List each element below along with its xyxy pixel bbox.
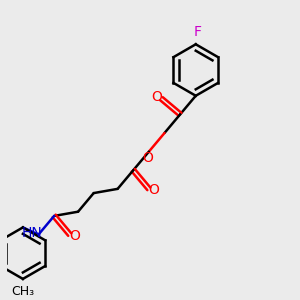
Text: F: F [193, 25, 201, 39]
Text: O: O [148, 183, 160, 197]
Text: O: O [151, 90, 162, 104]
Text: O: O [70, 229, 80, 243]
Text: CH₃: CH₃ [11, 285, 35, 298]
Text: O: O [142, 151, 153, 165]
Text: HN: HN [22, 226, 43, 240]
